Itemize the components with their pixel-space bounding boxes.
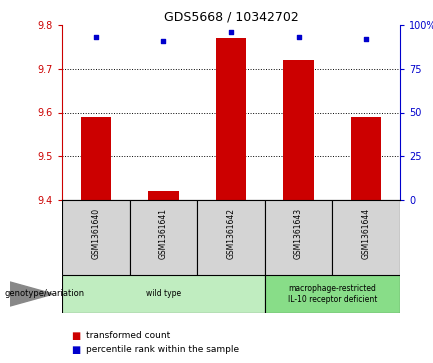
- Text: GSM1361643: GSM1361643: [294, 208, 303, 259]
- Bar: [265, 275, 400, 313]
- Polygon shape: [10, 282, 53, 306]
- Bar: [283, 60, 314, 200]
- Bar: [265, 200, 333, 275]
- Text: GSM1361644: GSM1361644: [362, 208, 371, 259]
- Bar: [129, 200, 197, 275]
- Text: transformed count: transformed count: [86, 331, 170, 340]
- Text: ■: ■: [71, 345, 80, 355]
- Bar: [62, 200, 129, 275]
- Bar: [333, 200, 400, 275]
- Bar: [216, 38, 246, 200]
- Text: wild type: wild type: [146, 290, 181, 298]
- Title: GDS5668 / 10342702: GDS5668 / 10342702: [164, 11, 298, 24]
- Point: [227, 29, 234, 35]
- Point: [92, 34, 99, 40]
- Point: [363, 36, 370, 42]
- Text: ■: ■: [71, 331, 80, 341]
- Point: [160, 38, 167, 44]
- Text: GSM1361641: GSM1361641: [159, 208, 168, 259]
- Point: [295, 34, 302, 40]
- Bar: [81, 117, 111, 200]
- Text: GSM1361642: GSM1361642: [226, 208, 236, 259]
- Bar: [197, 200, 265, 275]
- Text: percentile rank within the sample: percentile rank within the sample: [86, 346, 239, 355]
- Bar: [62, 275, 265, 313]
- Bar: [351, 117, 381, 200]
- Text: macrophage-restricted
IL-10 receptor deficient: macrophage-restricted IL-10 receptor def…: [288, 284, 377, 304]
- Text: genotype/variation: genotype/variation: [4, 290, 84, 298]
- Bar: [148, 191, 178, 200]
- Text: GSM1361640: GSM1361640: [91, 208, 100, 259]
